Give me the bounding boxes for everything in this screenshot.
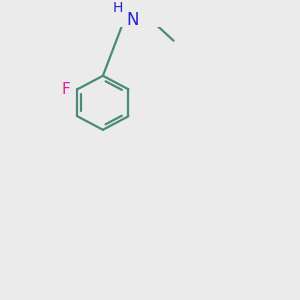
Text: N: N [126,11,139,29]
Text: H: H [112,1,123,15]
Text: F: F [61,82,70,97]
